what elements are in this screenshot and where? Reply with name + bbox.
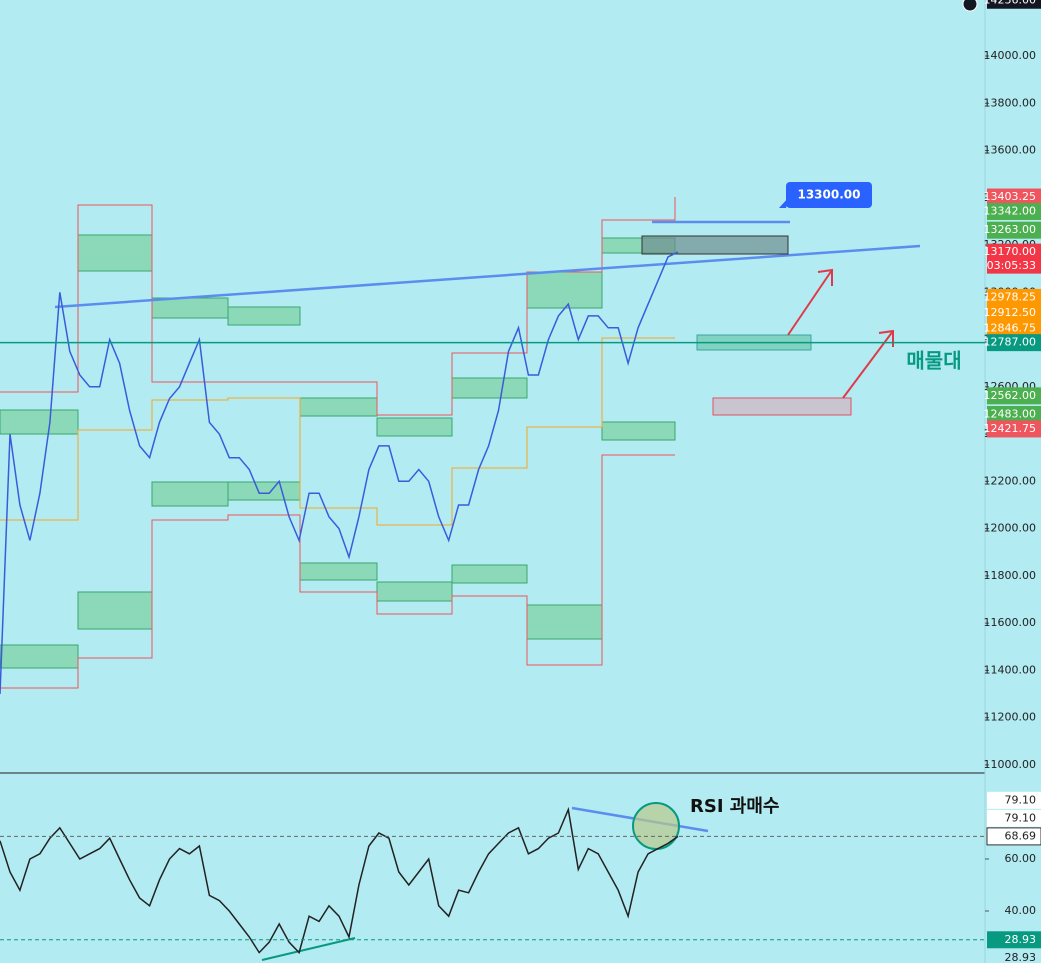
price-tag-label: 12846.75 <box>984 322 1037 335</box>
price-tag <box>987 0 1041 9</box>
y-tick-label: 12200.00 <box>984 474 1037 487</box>
zone <box>299 562 378 581</box>
y-tick-label: 60.00 <box>1005 852 1037 865</box>
zone <box>151 297 229 319</box>
price-tag-label: 13342.00 <box>984 204 1037 217</box>
price-tag-label: 13170.00 <box>984 245 1037 258</box>
price-tag-label: 12483.00 <box>984 407 1037 420</box>
band-line <box>0 337 675 526</box>
series-line <box>0 251 679 695</box>
price-tag <box>987 791 1041 809</box>
price-tag <box>987 202 1041 220</box>
scale-button[interactable] <box>962 0 978 12</box>
price-tag-label: 12562.00 <box>984 389 1037 402</box>
zone <box>376 581 453 602</box>
price-tag <box>987 387 1041 405</box>
series-line <box>0 806 679 955</box>
zone <box>526 604 603 640</box>
price-tag <box>987 188 1041 206</box>
price-tag-label: 68.69 <box>1005 829 1037 842</box>
y-tick-label: 11400.00 <box>984 663 1037 676</box>
rsi-highlight <box>632 802 680 850</box>
price-tag-label: 79.10 <box>1005 793 1037 806</box>
price-tag <box>987 949 1041 963</box>
price-tag-label: 12912.50 <box>984 306 1037 319</box>
price-tag-label: 28.93 <box>1005 951 1037 963</box>
price-tag <box>987 288 1041 306</box>
price-tag-label: 12787.00 <box>984 336 1037 349</box>
price-tag <box>987 334 1041 352</box>
price-tag-label: 14236.00 <box>984 0 1037 6</box>
y-tick-label: 11800.00 <box>984 569 1037 582</box>
resistance-box <box>641 235 789 255</box>
price-tag-label: 28.93 <box>1005 933 1037 946</box>
price-tag-label: 13403.25 <box>984 190 1037 203</box>
y-tick-label: 14000.00 <box>984 49 1037 62</box>
y-tick-label: 11000.00 <box>984 758 1037 771</box>
y-tick-label: 11600.00 <box>984 616 1037 629</box>
y-tick-label: 40.00 <box>1005 904 1037 917</box>
zone <box>376 417 453 437</box>
price-tag <box>987 243 1041 274</box>
zone <box>77 591 153 630</box>
price-tag <box>987 420 1041 438</box>
price-tag <box>987 304 1041 322</box>
callout-text: 13300.00 <box>797 188 860 202</box>
support-box <box>712 397 852 416</box>
zone <box>451 377 528 399</box>
zone <box>0 644 79 669</box>
arrow <box>787 268 833 336</box>
price-tag <box>987 405 1041 423</box>
zone <box>227 481 301 501</box>
y-tick-label: 13600.00 <box>984 144 1037 157</box>
arrow <box>842 329 894 399</box>
price-tag-timer: 03:05:33 <box>987 259 1036 272</box>
price-tag-label: 12978.25 <box>984 290 1037 303</box>
price-tag-label: 12421.75 <box>984 422 1037 435</box>
y-tick-label: 13800.00 <box>984 96 1037 109</box>
band-line <box>0 454 675 689</box>
price-tag <box>987 931 1041 949</box>
zone <box>299 397 378 417</box>
zone <box>77 234 153 272</box>
y-tick-label: 11200.00 <box>984 711 1037 724</box>
price-tag-label: 13263.00 <box>984 223 1037 236</box>
zone <box>451 564 528 584</box>
zone <box>526 271 603 309</box>
price-tag <box>987 809 1041 827</box>
zone <box>151 481 229 507</box>
y-tick-label: 12000.00 <box>984 522 1037 535</box>
zone <box>0 409 79 435</box>
zone-label: 매물대 <box>906 349 961 373</box>
rsi-label: RSI 과매수 <box>690 796 779 817</box>
rsi-divergence <box>261 937 356 961</box>
price-tag <box>987 221 1041 239</box>
callout-box <box>786 182 872 208</box>
trendline <box>54 244 921 309</box>
zone <box>227 306 301 326</box>
price-tag <box>986 827 1041 846</box>
band-line <box>0 197 676 416</box>
price-tag-label: 79.10 <box>1005 811 1037 824</box>
zone <box>601 421 676 441</box>
zones <box>0 234 676 669</box>
price-tag <box>987 320 1041 338</box>
